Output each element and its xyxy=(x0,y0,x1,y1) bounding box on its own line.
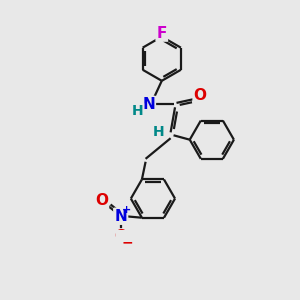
Text: N: N xyxy=(114,209,127,224)
Text: H: H xyxy=(131,104,143,118)
Text: O: O xyxy=(114,229,127,244)
Text: O: O xyxy=(95,193,108,208)
Text: H: H xyxy=(152,125,164,139)
Text: O: O xyxy=(194,88,207,103)
Text: −: − xyxy=(122,235,133,249)
Text: +: + xyxy=(122,205,130,215)
Text: N: N xyxy=(142,97,155,112)
Text: F: F xyxy=(157,26,167,40)
